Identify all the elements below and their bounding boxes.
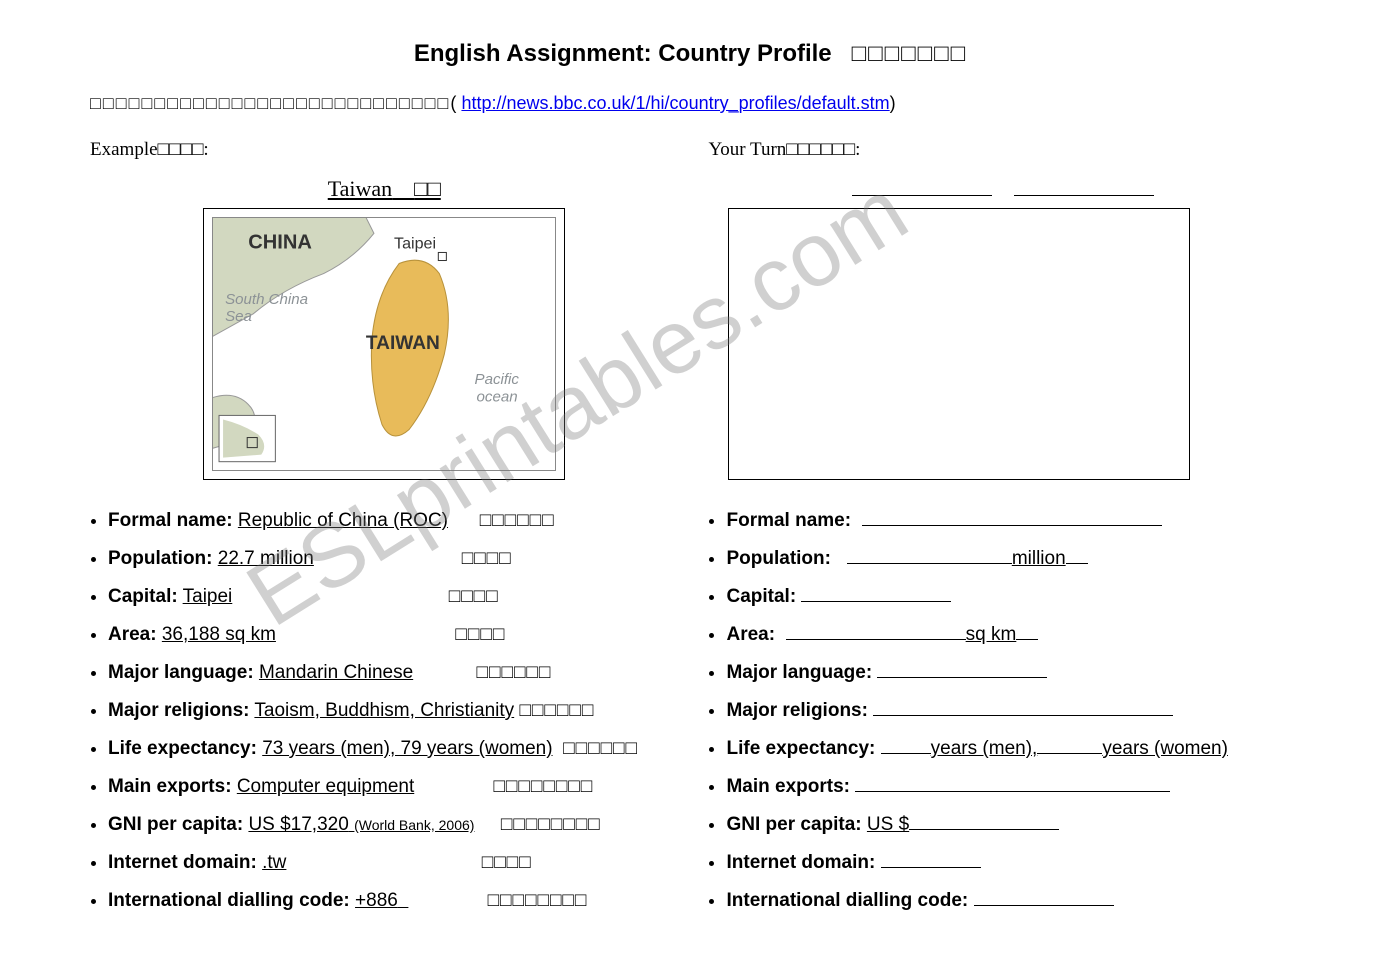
svg-text:TAIWAN: TAIWAN: [366, 333, 440, 354]
map-image: CHINA Taipei South China Sea TAIWAN Paci…: [212, 217, 556, 471]
country-name: Taiwan □□: [328, 176, 441, 201]
input-dialcode[interactable]: [974, 891, 1114, 906]
yourturn-label: Your Turn□□□□□□:: [708, 139, 1296, 161]
input-exports[interactable]: [855, 777, 1170, 792]
blank-countryname-1[interactable]: [852, 177, 992, 196]
example-fact-list: Formal name: Republic of China (ROC) □□□…: [90, 502, 678, 920]
input-religions[interactable]: [873, 701, 1173, 716]
svg-text:ocean: ocean: [477, 388, 518, 405]
blank-capital: Capital:: [726, 578, 1296, 616]
source-line: □□□□□□□□□□□□□□□□□□□□□□□□□□□□( http://new…: [90, 93, 1291, 114]
blank-country-line: [708, 176, 1296, 202]
map-frame: CHINA Taipei South China Sea TAIWAN Paci…: [203, 208, 565, 480]
example-column: Example□□□□: Taiwan □□: [90, 139, 678, 920]
fact-population: Population: 22.7 million □□□□: [108, 540, 678, 578]
title-text: English Assignment: Country Profile: [414, 40, 832, 67]
source-link[interactable]: http://news.bbc.co.uk/1/hi/country_profi…: [461, 93, 889, 113]
blank-area: Area: sq km: [726, 616, 1296, 654]
fact-exports: Main exports: Computer equipment □□□□□□□…: [108, 768, 678, 806]
example-label: Example□□□□:: [90, 139, 678, 161]
empty-map-frame[interactable]: [728, 208, 1190, 480]
fact-area: Area: 36,188 sq km □□□□: [108, 616, 678, 654]
fact-formal-name: Formal name: Republic of China (ROC) □□□…: [108, 502, 678, 540]
title-boxes: □□□□□□□: [852, 40, 967, 67]
worksheet-page: English Assignment: Country Profile □□□□…: [0, 0, 1381, 950]
columns: Example□□□□: Taiwan □□: [90, 139, 1291, 920]
svg-text:CHINA: CHINA: [248, 231, 312, 253]
input-capital[interactable]: [801, 587, 951, 602]
svg-text:Pacific: Pacific: [475, 371, 520, 388]
fact-lifeexp: Life expectancy: 73 years (men), 79 year…: [108, 730, 678, 768]
input-formal-name[interactable]: [862, 511, 1162, 526]
source-boxes: □□□□□□□□□□□□□□□□□□□□□□□□□□□□: [90, 93, 450, 113]
blank-formal-name: Formal name:: [726, 502, 1296, 540]
blank-countryname-2[interactable]: [1014, 177, 1154, 196]
blank-population: Population: million: [726, 540, 1296, 578]
input-lifeexp-men[interactable]: [881, 739, 931, 754]
blank-exports: Main exports:: [726, 768, 1296, 806]
svg-text:Taipei: Taipei: [394, 234, 436, 252]
yourturn-column: Your Turn□□□□□□: Formal name: Population…: [708, 139, 1296, 920]
blank-domain: Internet domain:: [726, 844, 1296, 882]
blank-religions: Major religions:: [726, 692, 1296, 730]
fact-capital: Capital: Taipei □□□□: [108, 578, 678, 616]
country-name-line: Taiwan □□: [90, 176, 678, 202]
page-title: English Assignment: Country Profile □□□□…: [90, 40, 1291, 68]
blank-fact-list: Formal name: Population: million Capital…: [708, 502, 1296, 920]
fact-religions: Major religions: Taoism, Buddhism, Chris…: [108, 692, 678, 730]
input-lifeexp-women[interactable]: [1037, 739, 1102, 754]
blank-gni: GNI per capita: US $: [726, 806, 1296, 844]
blank-lifeexp: Life expectancy: years (men),years (wome…: [726, 730, 1296, 768]
fact-domain: Internet domain: .tw □□□□: [108, 844, 678, 882]
input-population[interactable]: [847, 549, 1012, 564]
svg-text:South China: South China: [225, 291, 308, 308]
fact-gni: GNI per capita: US $17,320 (World Bank, …: [108, 806, 678, 844]
input-area[interactable]: [786, 625, 966, 640]
svg-text:Sea: Sea: [225, 308, 252, 325]
blank-language: Major language:: [726, 654, 1296, 692]
input-gni[interactable]: [909, 815, 1059, 830]
input-domain[interactable]: [881, 853, 981, 868]
input-language[interactable]: [877, 663, 1047, 678]
fact-dialcode: International dialling code: +886 □□□□□□…: [108, 882, 678, 920]
blank-dialcode: International dialling code:: [726, 882, 1296, 920]
fact-language: Major language: Mandarin Chinese □□□□□□: [108, 654, 678, 692]
